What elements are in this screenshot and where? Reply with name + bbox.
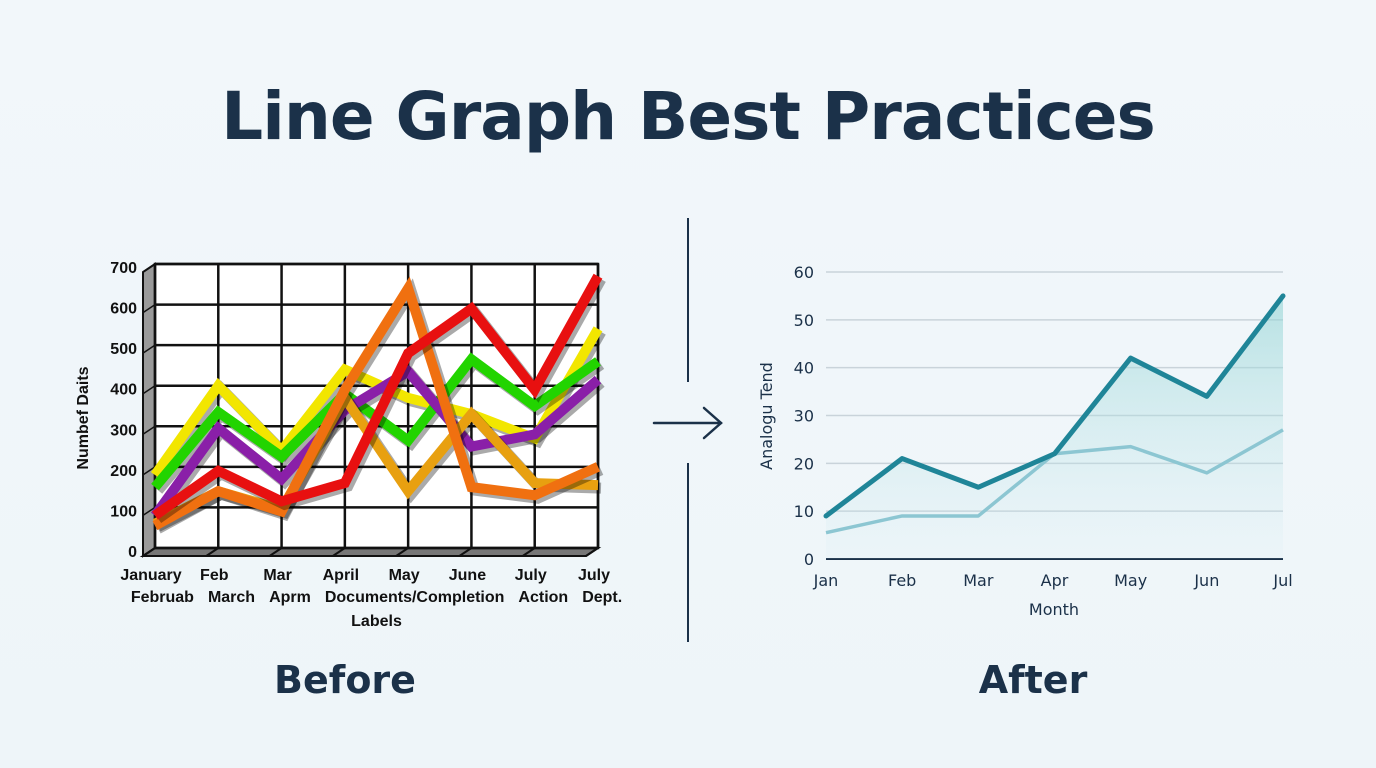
page-title: Line Graph Best Practices	[221, 78, 1156, 155]
x-axis-title: Labels	[351, 613, 402, 630]
x-tick-label: June	[449, 567, 486, 584]
x-tick-label: April	[323, 567, 359, 584]
y-tick-label: 30	[794, 407, 814, 426]
y-axis-title: Numbef Daits	[75, 366, 92, 469]
tick-diag	[142, 303, 156, 314]
y-axis-title: Analogu Tend	[757, 362, 776, 470]
series-line-2	[150, 365, 602, 519]
floor-line	[522, 547, 536, 557]
floor-line	[458, 547, 472, 557]
tick-diag	[142, 466, 156, 476]
y-tick-label: 20	[794, 454, 814, 473]
x-tick-label: Feb	[888, 571, 916, 590]
y-tick-label: 60	[794, 263, 814, 282]
y-tick-label: 50	[794, 311, 814, 330]
floor-line	[395, 547, 409, 557]
tick-diag	[142, 263, 156, 273]
series-line-4	[152, 276, 601, 531]
caption-after: After	[978, 658, 1088, 702]
x-tick-label: July	[578, 567, 610, 584]
y-tick-label: 400	[110, 382, 137, 399]
series-line-primary	[823, 293, 1286, 519]
x-tick-label: July	[515, 567, 547, 584]
x-tick-label: May	[389, 567, 420, 584]
y-tick-label: 0	[804, 550, 814, 569]
x-overlap-label: Aprm	[269, 589, 311, 606]
x-overlap-label: Action	[518, 589, 568, 606]
tick-diag	[142, 344, 156, 354]
y-tick-label: 40	[794, 359, 814, 378]
floor-line	[205, 547, 219, 557]
caption-before: Before	[274, 658, 416, 702]
y-tick-label: 700	[110, 260, 137, 277]
y-tick-label: 10	[794, 502, 814, 521]
y-tick-label: 500	[110, 341, 137, 358]
series-line-5	[152, 273, 603, 520]
x-tick-label: January	[120, 567, 181, 584]
x-tick-label: Jun	[1193, 571, 1219, 590]
y-tick-label: 300	[110, 422, 137, 439]
x-tick-label: Mar	[263, 567, 291, 584]
area-fill	[826, 295, 1283, 559]
floor-line	[585, 547, 599, 557]
y-tick-label: 600	[110, 301, 137, 318]
y-tick-label: 200	[110, 463, 137, 480]
y-tick-label: 0	[128, 544, 137, 561]
floor-line	[142, 547, 156, 557]
x-overlap-label: Dept.	[582, 589, 622, 606]
x-tick-label: Jul	[1272, 571, 1292, 590]
floor-line	[332, 547, 346, 557]
tick-diag	[142, 425, 156, 435]
x-tick-label: Jan	[813, 571, 839, 590]
x-overlap-label: Documents/Completion	[325, 589, 505, 606]
x-overlap-label: Februab	[131, 589, 194, 606]
tick-diag	[142, 506, 156, 517]
x-overlap-label: March	[208, 589, 255, 606]
floor-line	[269, 547, 283, 557]
x-tick-label: May	[1114, 571, 1147, 590]
x-axis-title: Month	[1029, 600, 1079, 619]
x-tick-label: Mar	[963, 571, 994, 590]
x-tick-label: Feb	[200, 567, 229, 584]
tick-diag	[142, 385, 156, 395]
x-tick-label: Apr	[1041, 571, 1069, 590]
y-tick-label: 100	[110, 503, 137, 520]
